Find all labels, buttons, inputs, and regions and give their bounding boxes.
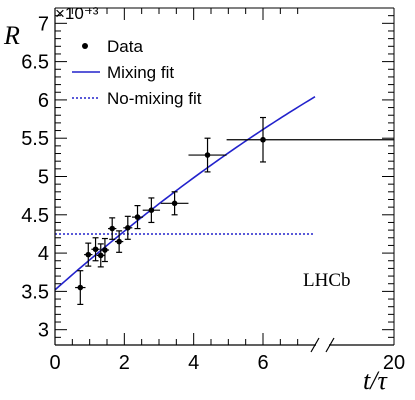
- data-point: [114, 230, 124, 253]
- data-marker: [171, 200, 178, 207]
- axis-break-mark: [310, 337, 320, 353]
- data-point: [100, 237, 110, 263]
- data-marker: [97, 252, 104, 259]
- legend: Data Mixing fit No-mixing fit: [72, 37, 202, 108]
- data-marker: [77, 284, 84, 291]
- data-marker: [260, 136, 266, 143]
- axis-break-mark: [325, 337, 335, 353]
- data-marker: [85, 251, 92, 258]
- data-point: [91, 237, 100, 262]
- data-marker: [148, 207, 155, 213]
- x-tick-label: 20: [383, 352, 405, 374]
- data-point: [123, 215, 133, 240]
- x-tick-label: 0: [49, 352, 60, 374]
- y-tick-label: 4: [38, 243, 49, 265]
- y-axis-title: R: [3, 21, 20, 50]
- legend-label: Data: [107, 37, 143, 56]
- data-point: [96, 243, 105, 268]
- data-point: [108, 217, 117, 240]
- legend-label: No-mixing fit: [107, 89, 202, 108]
- y-tick-label: 6.5: [21, 52, 49, 74]
- y-tick-label: 5: [38, 167, 49, 189]
- mixing-fit-curve: [54, 96, 316, 291]
- legend-label: Mixing fit: [107, 63, 174, 82]
- data-point: [188, 137, 227, 173]
- legend-point-marker: [82, 43, 88, 49]
- y-tick-label: 3: [38, 320, 49, 342]
- x-axis-title: t/τ: [363, 366, 388, 395]
- legend-entry: Mixing fit: [72, 63, 174, 82]
- axes: 3 3.5 4 4.5 5 5.5 6 6.5 7 0 2 4 6 20: [21, 7, 405, 374]
- x-tick-label: 4: [188, 352, 199, 374]
- lhcb-annotation: LHCb: [303, 270, 351, 291]
- axis-break-gap: [316, 339, 329, 351]
- data-marker: [109, 225, 115, 232]
- data-marker: [125, 225, 131, 231]
- x-tick-label: 6: [257, 352, 268, 374]
- legend-entry: No-mixing fit: [72, 89, 202, 108]
- y-tick-label: 7: [38, 13, 49, 35]
- y-tick-label: 6: [38, 90, 49, 112]
- data-marker: [92, 246, 99, 253]
- data-point: [131, 205, 144, 230]
- y-tick-label: 5.5: [21, 128, 49, 150]
- data-marker: [102, 247, 108, 253]
- data-marker: [204, 152, 211, 158]
- legend-entry: Data: [82, 37, 143, 56]
- data-point: [226, 116, 394, 163]
- data-point: [160, 191, 189, 216]
- y-tick-label: 3.5: [21, 281, 49, 303]
- data-point: [142, 197, 161, 224]
- y-tick-label: 4.5: [21, 205, 49, 227]
- y-exponent-label: ×10⁻³: [55, 4, 99, 23]
- data-point: [75, 270, 86, 306]
- x-tick-label: 2: [119, 352, 130, 374]
- data-point: [84, 242, 93, 267]
- plot-area: [54, 96, 394, 306]
- data-marker: [116, 238, 122, 245]
- data-marker: [134, 214, 141, 220]
